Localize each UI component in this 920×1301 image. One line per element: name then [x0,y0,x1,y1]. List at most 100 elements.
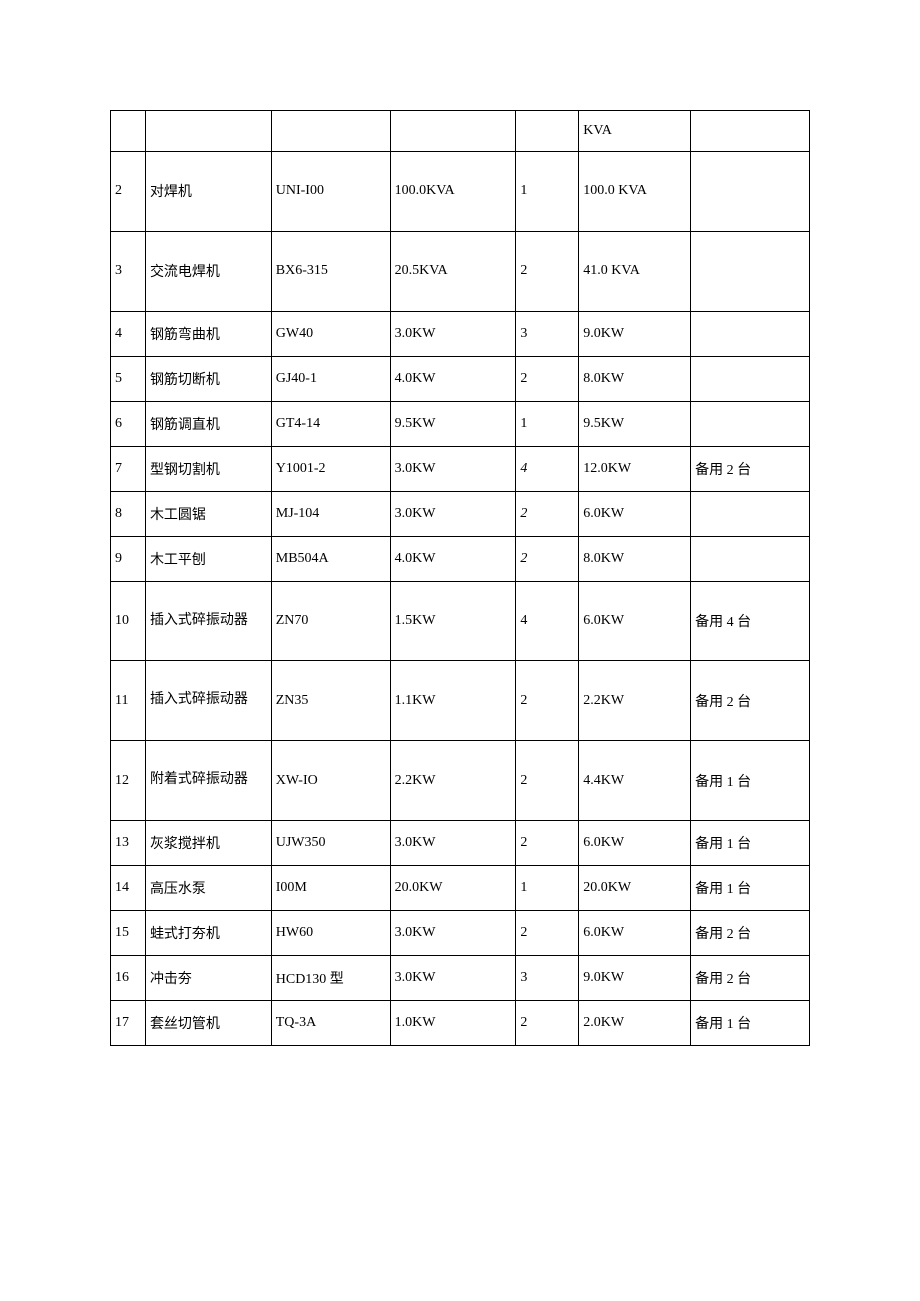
table-cell: 9.5KW [579,401,691,446]
table-cell: 3.0KW [390,820,516,865]
table-cell: Y1001-2 [271,446,390,491]
table-cell: 1.5KW [390,581,516,661]
table-cell: 9 [111,536,146,581]
table-cell: 冲击夯 [145,955,271,1000]
table-row: 10插入式碎振动器ZN701.5KW46.0KW备用 4 台 [111,581,810,661]
table-cell [691,401,810,446]
table-row: 3交流电焊机BX6-31520.5KVA241.0 KVA [111,231,810,311]
table-cell: 4 [516,446,579,491]
table-cell [691,356,810,401]
table-cell: 12 [111,741,146,821]
table-cell: 备用 4 台 [691,581,810,661]
table-cell: ZN35 [271,661,390,741]
table-cell: 插入式碎振动器 [145,581,271,661]
table-cell: BX6-315 [271,231,390,311]
table-cell: 2.2KW [579,661,691,741]
table-cell: 2 [516,1000,579,1045]
table-cell: 2.0KW [579,1000,691,1045]
table-cell: 6.0KW [579,820,691,865]
table-cell: 6.0KW [579,491,691,536]
table-row: 2对焊机UNI-I00100.0KVA1100.0 KVA [111,152,810,232]
table-cell: 钢筋调直机 [145,401,271,446]
table-cell: 9.0KW [579,955,691,1000]
table-cell: 16 [111,955,146,1000]
table-cell: 7 [111,446,146,491]
table-cell [691,152,810,232]
table-body: KVA2对焊机UNI-I00100.0KVA1100.0 KVA3交流电焊机BX… [111,111,810,1046]
table-cell: MJ-104 [271,491,390,536]
table-cell: 100.0 KVA [579,152,691,232]
table-cell: 12.0KW [579,446,691,491]
table-cell: 2 [516,231,579,311]
table-cell: 8.0KW [579,356,691,401]
table-row: 15蛙式打夯机HW603.0KW26.0KW备用 2 台 [111,910,810,955]
table-cell: 8.0KW [579,536,691,581]
table-cell: 2.2KW [390,741,516,821]
table-cell: 1.1KW [390,661,516,741]
table-cell: 14 [111,865,146,910]
table-cell: 插入式碎振动器 [145,661,271,741]
table-cell: 钢筋弯曲机 [145,311,271,356]
table-cell: 2 [111,152,146,232]
table-cell: 3 [516,311,579,356]
table-cell [691,111,810,152]
table-cell: 3 [111,231,146,311]
table-cell: HW60 [271,910,390,955]
equipment-table: KVA2对焊机UNI-I00100.0KVA1100.0 KVA3交流电焊机BX… [110,110,810,1046]
table-cell: 高压水泵 [145,865,271,910]
table-row: 5钢筋切断机GJ40-14.0KW28.0KW [111,356,810,401]
table-cell: 6.0KW [579,581,691,661]
table-cell: 3.0KW [390,491,516,536]
table-cell: UJW350 [271,820,390,865]
table-cell [691,231,810,311]
table-row: 12附着式碎振动器XW-IO2.2KW24.4KW备用 1 台 [111,741,810,821]
table-cell: 钢筋切断机 [145,356,271,401]
table-cell: 11 [111,661,146,741]
table-cell: 备用 2 台 [691,446,810,491]
table-cell: I00M [271,865,390,910]
table-cell: 备用 1 台 [691,1000,810,1045]
table-cell: 3.0KW [390,955,516,1000]
table-cell: 2 [516,661,579,741]
table-cell: 3.0KW [390,311,516,356]
table-row: 6钢筋调直机GT4-149.5KW19.5KW [111,401,810,446]
table-cell: 木工圆锯 [145,491,271,536]
table-cell: 灰浆搅拌机 [145,820,271,865]
table-cell: GT4-14 [271,401,390,446]
table-cell: 41.0 KVA [579,231,691,311]
table-cell [691,536,810,581]
table-row: 4钢筋弯曲机GW403.0KW39.0KW [111,311,810,356]
table-cell [691,311,810,356]
table-cell: 10 [111,581,146,661]
table-cell [111,111,146,152]
table-cell: 8 [111,491,146,536]
table-row: 9木工平刨MB504A4.0KW28.0KW [111,536,810,581]
table-cell: GW40 [271,311,390,356]
table-cell: 备用 1 台 [691,820,810,865]
table-cell: 4.0KW [390,356,516,401]
table-cell: 套丝切管机 [145,1000,271,1045]
table-cell: 2 [516,491,579,536]
table-cell [145,111,271,152]
table-cell: 1.0KW [390,1000,516,1045]
table-cell: 2 [516,536,579,581]
table-row: 14高压水泵I00M20.0KW120.0KW备用 1 台 [111,865,810,910]
table-cell: KVA [579,111,691,152]
table-cell [390,111,516,152]
table-cell: 20.0KW [390,865,516,910]
table-cell: 13 [111,820,146,865]
table-cell: 6.0KW [579,910,691,955]
table-cell: 9.0KW [579,311,691,356]
table-cell: TQ-3A [271,1000,390,1045]
table-cell: 2 [516,741,579,821]
table-cell: XW-IO [271,741,390,821]
table-row: 8木工圆锯MJ-1043.0KW26.0KW [111,491,810,536]
table-row: 13灰浆搅拌机UJW3503.0KW26.0KW备用 1 台 [111,820,810,865]
table-cell: 4.4KW [579,741,691,821]
table-cell: UNI-I00 [271,152,390,232]
table-cell: 1 [516,152,579,232]
table-cell: GJ40-1 [271,356,390,401]
table-cell: 3.0KW [390,446,516,491]
table-cell: HCD130 型 [271,955,390,1000]
table-cell: 3.0KW [390,910,516,955]
